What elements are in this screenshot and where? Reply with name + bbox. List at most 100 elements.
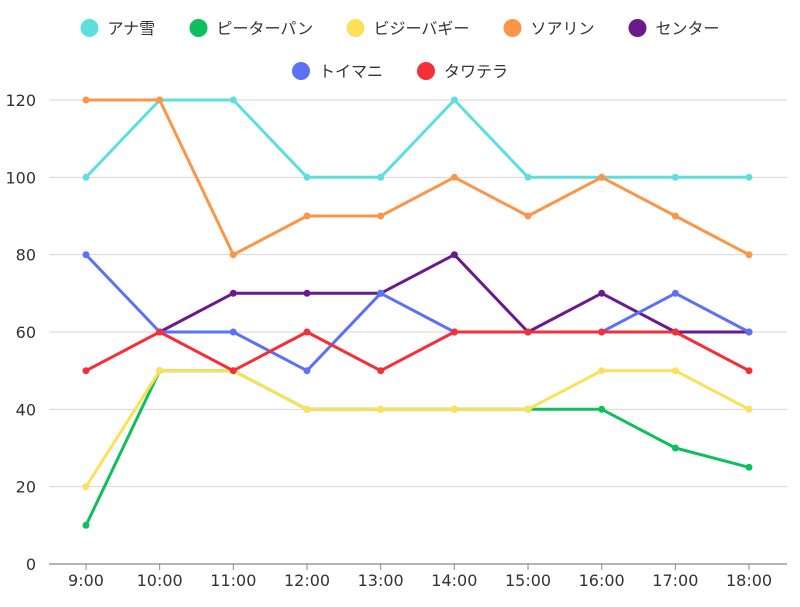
series-5: [82, 251, 753, 375]
legend-swatch: [292, 62, 310, 80]
series-line: [158, 253, 751, 334]
data-point: [303, 405, 311, 413]
x-tick-label: 16:00: [579, 571, 625, 590]
data-point: [303, 212, 311, 220]
data-point: [450, 173, 458, 181]
data-point: [377, 212, 385, 220]
series-line: [84, 330, 751, 373]
series-1: [82, 367, 753, 529]
legend-label: センター: [656, 19, 720, 38]
legend-item: ビジーバギー: [346, 19, 470, 38]
data-point: [82, 96, 90, 104]
y-tick-label: 100: [5, 168, 36, 187]
data-point: [377, 289, 385, 297]
series-line: [84, 98, 751, 257]
data-point: [377, 367, 385, 375]
series-line: [84, 98, 751, 179]
data-point: [671, 289, 679, 297]
legend-swatch: [503, 19, 522, 37]
data-point: [524, 173, 532, 181]
data-point: [303, 289, 311, 297]
x-tick-label: 11:00: [210, 571, 256, 590]
x-tick-label: 14:00: [431, 571, 477, 590]
legend-item: アナ雪: [80, 19, 156, 38]
data-point: [82, 367, 90, 375]
data-point: [745, 405, 753, 413]
x-tick-label: 9:00: [68, 571, 104, 590]
y-tick-label: 40: [16, 400, 36, 419]
x-tick-label: 10:00: [137, 571, 183, 590]
series-line: [84, 369, 751, 527]
data-point: [303, 328, 311, 336]
data-point: [377, 173, 385, 181]
y-tick-label: 0: [26, 555, 36, 574]
legend-item: ピーターパン: [189, 19, 314, 38]
data-point: [745, 328, 753, 336]
y-tick-label: 120: [5, 91, 36, 110]
data-point: [229, 367, 237, 375]
data-point: [450, 405, 458, 413]
series-layer: [82, 96, 753, 529]
data-point: [82, 483, 90, 491]
data-point: [598, 289, 606, 297]
x-tick-label: 17:00: [652, 571, 698, 590]
legend-item: ソアリン: [503, 19, 595, 38]
x-tick-label: 13:00: [358, 571, 404, 590]
data-point: [671, 212, 679, 220]
data-point: [598, 173, 606, 181]
series-6: [82, 328, 753, 375]
legend-label: アナ雪: [108, 19, 156, 38]
data-point: [598, 328, 606, 336]
data-point: [598, 367, 606, 375]
x-tick-label: 12:00: [284, 571, 330, 590]
data-point: [524, 405, 532, 413]
data-point: [450, 96, 458, 104]
data-point: [745, 173, 753, 181]
y-tick-label: 80: [16, 246, 36, 265]
x-tick-label: 18:00: [726, 571, 772, 590]
data-point: [377, 405, 385, 413]
data-point: [671, 328, 679, 336]
data-point: [229, 289, 237, 297]
data-point: [82, 251, 90, 259]
legend-swatch: [417, 62, 435, 80]
data-point: [745, 463, 753, 471]
series-4: [156, 251, 753, 336]
data-point: [745, 367, 753, 375]
legend-swatch: [189, 19, 208, 37]
data-point: [229, 96, 237, 104]
legend-item: トイマニ: [292, 62, 383, 81]
data-point: [229, 328, 237, 336]
data-point: [598, 405, 606, 413]
series-3: [82, 96, 753, 259]
legend-label: タワテラ: [444, 62, 508, 81]
data-point: [156, 328, 164, 336]
legend-label: ビジーバギー: [374, 19, 470, 38]
data-point: [303, 173, 311, 181]
series-line: [84, 369, 751, 489]
axis-layer: 0 20 40 60 80 100 120 9:00 10:00 11:00 12:00 13:00 1…: [5, 91, 787, 590]
data-point: [524, 328, 532, 336]
data-point: [671, 444, 679, 452]
legend-swatch: [80, 19, 99, 37]
legend-label: ピーターパン: [217, 19, 314, 38]
data-point: [156, 96, 164, 104]
data-point: [671, 367, 679, 375]
data-point: [229, 251, 237, 259]
data-point: [303, 367, 311, 375]
legend-swatch: [628, 19, 647, 37]
y-tick-label: 20: [16, 478, 36, 497]
series-line: [84, 253, 751, 373]
legend-item: タワテラ: [417, 62, 508, 81]
x-tick-label: 15:00: [505, 571, 551, 590]
data-point: [450, 328, 458, 336]
data-point: [82, 173, 90, 181]
data-point: [82, 521, 90, 529]
legend-swatch: [346, 19, 365, 37]
data-point: [671, 173, 679, 181]
y-tick-label: 60: [16, 323, 36, 342]
data-point: [524, 212, 532, 220]
